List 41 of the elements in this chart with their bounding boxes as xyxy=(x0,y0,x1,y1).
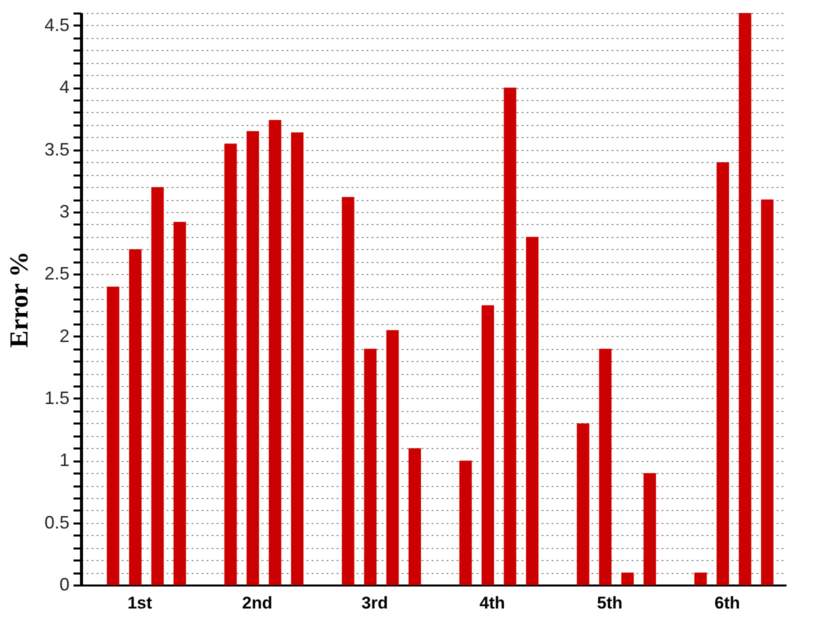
bar xyxy=(342,197,354,585)
bar xyxy=(599,348,612,585)
x-tick-label: 4th xyxy=(480,594,505,612)
bar xyxy=(129,249,142,585)
bar xyxy=(151,187,164,585)
bar xyxy=(408,448,421,585)
bar xyxy=(644,473,656,585)
bar xyxy=(694,572,707,585)
x-tick-label: 5th xyxy=(597,594,622,612)
x-tick-label: 2nd xyxy=(242,594,272,612)
bar xyxy=(716,162,730,585)
bar xyxy=(291,132,304,585)
bar xyxy=(576,423,590,585)
bar xyxy=(246,131,260,585)
x-tick-label: 3rd xyxy=(362,594,388,612)
y-tick-label: 3 xyxy=(59,201,70,222)
x-tick-label: 1st xyxy=(127,594,152,612)
y-tick-label: 2 xyxy=(59,326,70,346)
bar xyxy=(526,236,538,585)
bar xyxy=(364,348,377,585)
bar xyxy=(761,200,774,585)
bar xyxy=(621,572,634,585)
y-axis-title: Error % xyxy=(4,251,34,348)
y-tick-label: 1.5 xyxy=(44,388,70,408)
bar xyxy=(174,222,186,585)
bar xyxy=(482,305,494,585)
y-tick-label: 0.5 xyxy=(44,512,70,532)
y-tick-label: 3.5 xyxy=(44,139,70,160)
x-tick-label: 6th xyxy=(714,594,740,612)
bar xyxy=(386,330,399,585)
y-tick-label: 2.5 xyxy=(44,264,70,284)
bar xyxy=(504,88,516,585)
y-tick-label: 1 xyxy=(59,450,70,470)
y-tick-label: 4.5 xyxy=(44,14,70,35)
bar xyxy=(106,286,120,585)
bar xyxy=(738,13,752,585)
y-tick-label: 0 xyxy=(59,574,70,594)
bar xyxy=(459,460,472,585)
bar xyxy=(224,144,237,585)
bar xyxy=(268,120,282,585)
y-tick-label: 4 xyxy=(59,77,70,98)
